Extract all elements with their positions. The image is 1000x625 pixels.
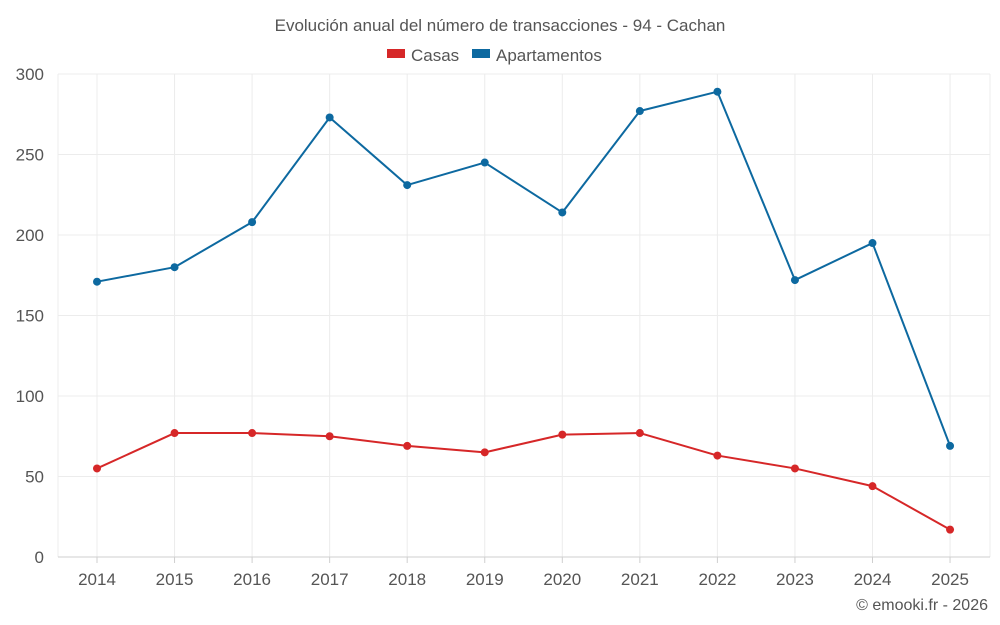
data-point-apartamentos-2021[interactable] xyxy=(635,107,644,116)
y-tick-label: 100 xyxy=(16,387,44,406)
x-tick-label: 2016 xyxy=(233,570,271,589)
x-tick-label: 2014 xyxy=(78,570,116,589)
legend-label-casas: Casas xyxy=(411,46,459,65)
data-point-casas-2025[interactable] xyxy=(946,525,955,534)
x-tick-label: 2019 xyxy=(466,570,504,589)
y-tick-label: 150 xyxy=(16,307,44,326)
data-point-apartamentos-2023[interactable] xyxy=(790,276,799,285)
x-axis-ticks: 2014 2015 2016 2017 2018 2019 2020 2021 2022 2023… xyxy=(78,570,969,589)
x-tick-label: 2018 xyxy=(388,570,426,589)
series-line-casas xyxy=(96,432,951,531)
y-tick-label: 50 xyxy=(25,468,44,487)
x-tick-label: 2015 xyxy=(156,570,194,589)
data-point-apartamentos-2017[interactable] xyxy=(325,113,334,122)
legend-item-casas[interactable]: Casas xyxy=(387,46,459,65)
data-point-apartamentos-2015[interactable] xyxy=(170,263,179,272)
axes xyxy=(58,556,990,563)
data-point-apartamentos-2018[interactable] xyxy=(403,181,412,190)
data-point-casas-2014[interactable] xyxy=(93,464,101,473)
series-casas xyxy=(93,429,955,534)
data-point-casas-2017[interactable] xyxy=(325,432,334,441)
data-point-casas-2016[interactable] xyxy=(248,429,257,438)
x-tick-label: 2022 xyxy=(698,570,736,589)
y-tick-label: 250 xyxy=(16,146,44,165)
data-point-casas-2015[interactable] xyxy=(170,429,179,438)
legend-swatch-apartamentos xyxy=(472,49,490,58)
data-point-apartamentos-2020[interactable] xyxy=(558,208,567,217)
data-point-apartamentos-2016[interactable] xyxy=(248,218,257,227)
data-point-apartamentos-2019[interactable] xyxy=(480,158,489,167)
series xyxy=(93,87,955,534)
x-tick-label: 2024 xyxy=(854,570,892,589)
data-point-apartamentos-2022[interactable] xyxy=(713,87,722,96)
y-tick-label: 200 xyxy=(16,226,44,245)
data-point-apartamentos-2024[interactable] xyxy=(868,239,877,248)
series-apartamentos xyxy=(93,87,955,450)
chart-title: Evolución anual del número de transaccio… xyxy=(275,16,726,35)
data-point-casas-2021[interactable] xyxy=(635,429,644,438)
data-point-casas-2020[interactable] xyxy=(558,430,567,439)
data-point-casas-2019[interactable] xyxy=(480,448,489,457)
y-tick-label: 0 xyxy=(35,548,44,567)
legend: Casas Apartamentos xyxy=(387,46,602,65)
series-line-apartamentos xyxy=(96,90,951,447)
data-point-apartamentos-2014[interactable] xyxy=(93,277,101,286)
legend-swatch-casas xyxy=(387,49,405,58)
data-point-casas-2018[interactable] xyxy=(403,441,412,450)
credit-text: © emooki.fr - 2026 xyxy=(856,597,988,614)
data-point-casas-2023[interactable] xyxy=(790,464,799,473)
data-point-apartamentos-2025[interactable] xyxy=(946,441,955,450)
x-tick-label: 2023 xyxy=(776,570,814,589)
grid xyxy=(57,73,991,557)
y-axis-ticks: 0 50 100 150 200 250 300 xyxy=(16,65,44,567)
data-point-casas-2024[interactable] xyxy=(868,482,877,491)
x-tick-label: 2021 xyxy=(621,570,659,589)
x-tick-label: 2017 xyxy=(311,570,349,589)
legend-item-apartamentos[interactable]: Apartamentos xyxy=(472,46,602,65)
x-tick-label: 2025 xyxy=(931,570,969,589)
data-point-casas-2022[interactable] xyxy=(713,451,722,460)
y-tick-label: 300 xyxy=(16,65,44,84)
legend-label-apartamentos: Apartamentos xyxy=(496,46,602,65)
x-tick-label: 2020 xyxy=(543,570,581,589)
